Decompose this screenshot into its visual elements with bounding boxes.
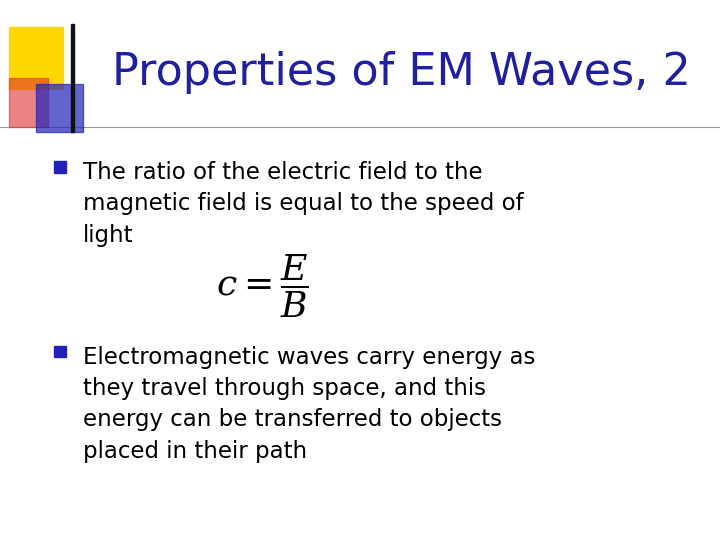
Bar: [36, 84, 83, 132]
Text: $\mathit{c} = \dfrac{\mathit{E}}{\mathit{B}}$: $\mathit{c} = \dfrac{\mathit{E}}{\mathit…: [216, 253, 309, 320]
Bar: [9, 78, 48, 127]
Text: placed in their path: placed in their path: [83, 440, 307, 463]
Bar: [54, 346, 66, 357]
Text: The ratio of the electric field to the: The ratio of the electric field to the: [83, 161, 482, 184]
Bar: [71, 24, 74, 132]
Text: light: light: [83, 224, 133, 247]
Bar: [54, 161, 66, 173]
Bar: [9, 27, 63, 89]
Text: Properties of EM Waves, 2: Properties of EM Waves, 2: [112, 51, 690, 94]
Text: Electromagnetic waves carry energy as: Electromagnetic waves carry energy as: [83, 346, 535, 369]
Text: energy can be transferred to objects: energy can be transferred to objects: [83, 408, 502, 431]
Text: they travel through space, and this: they travel through space, and this: [83, 377, 486, 400]
Text: magnetic field is equal to the speed of: magnetic field is equal to the speed of: [83, 192, 523, 215]
